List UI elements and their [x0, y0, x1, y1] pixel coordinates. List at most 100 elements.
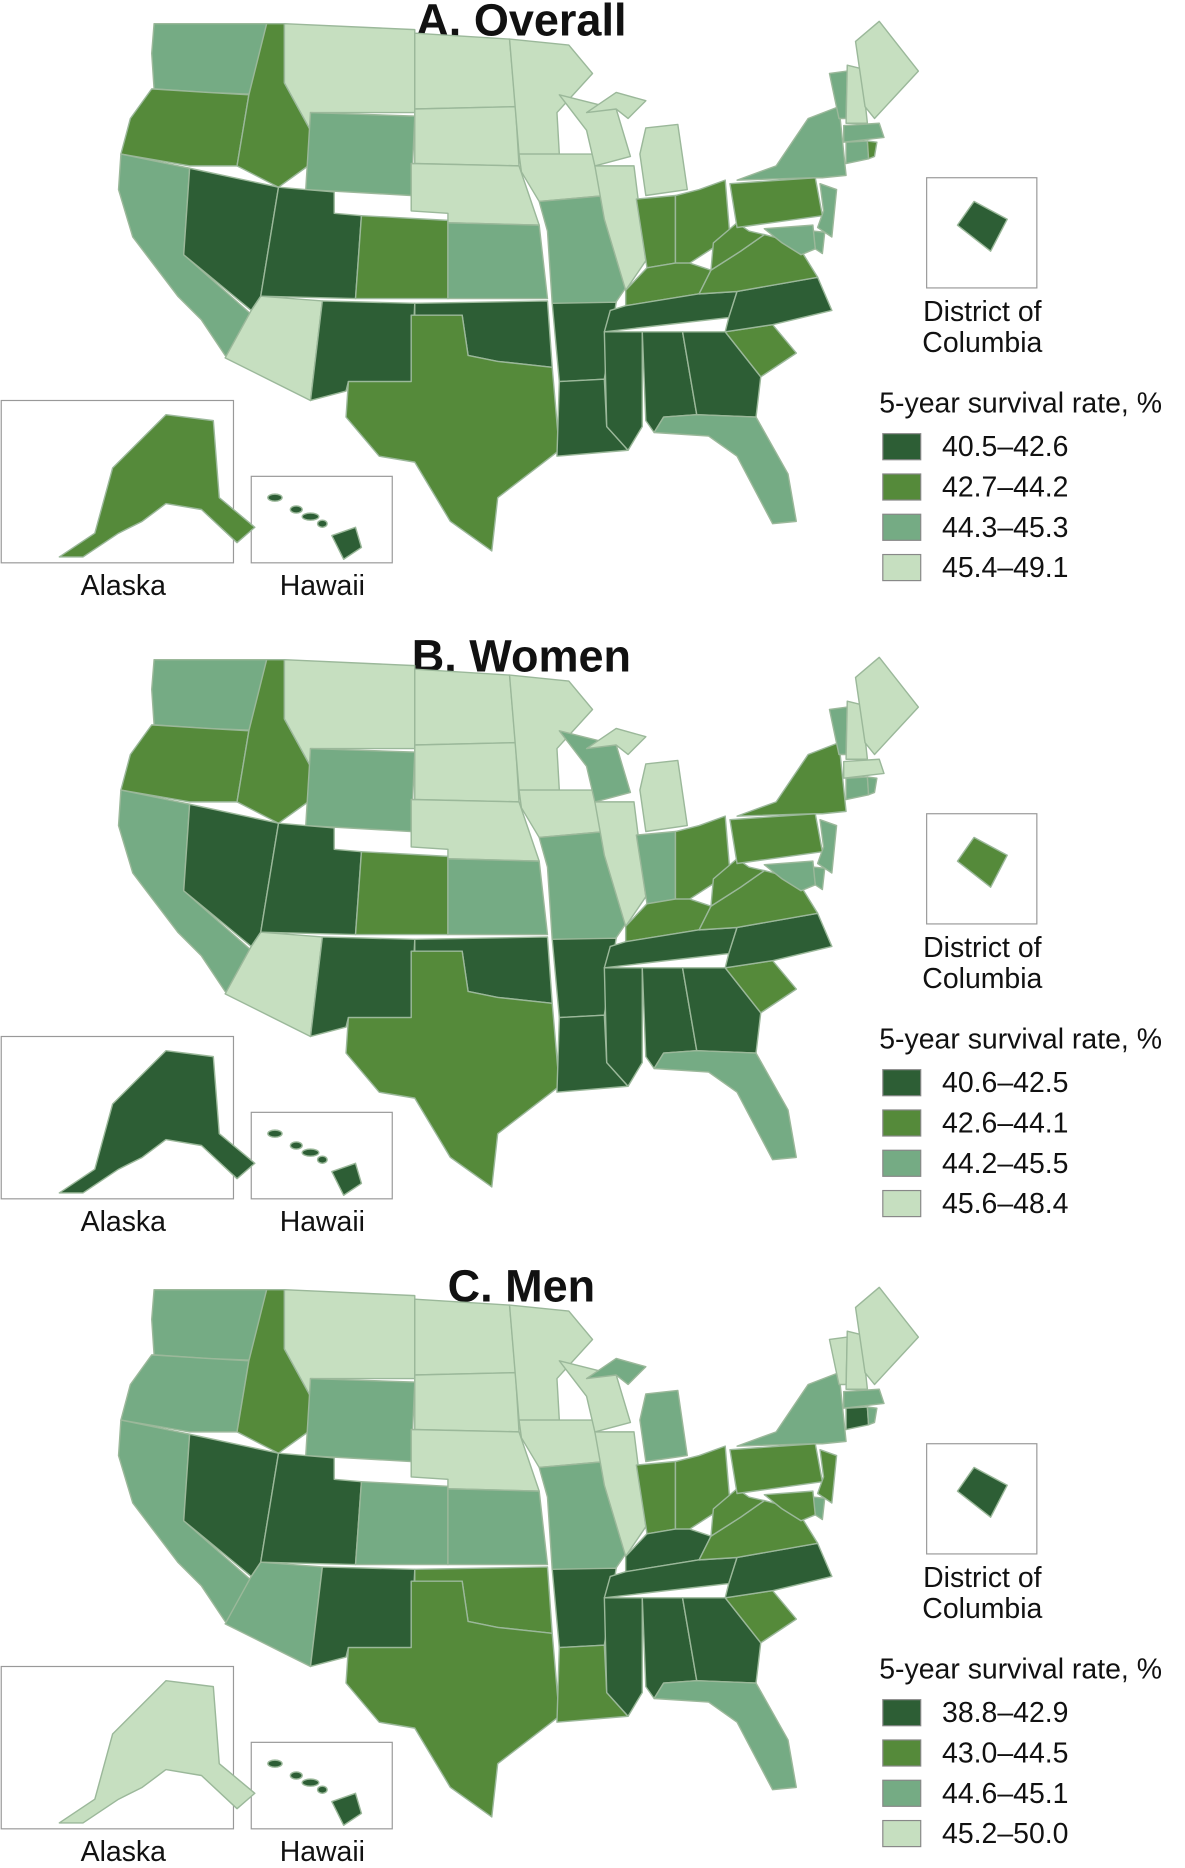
- state-mi: [639, 759, 689, 833]
- state-hi-island: [316, 1785, 328, 1794]
- legend-title: 5-year survival rate, %: [879, 1023, 1162, 1055]
- hawaii-label: Hawaii: [280, 1836, 365, 1868]
- state-me: [854, 20, 920, 120]
- legend-swatch: [882, 1779, 922, 1807]
- dc-label: District of: [923, 296, 1042, 328]
- legend-label: 40.5–42.6: [942, 431, 1068, 463]
- state-mn: [508, 38, 594, 155]
- state-or: [120, 724, 250, 803]
- state-wa: [151, 658, 268, 732]
- alaska-label: Alaska: [81, 570, 167, 602]
- state-ne: [410, 162, 540, 226]
- state-md: [763, 860, 816, 892]
- state-ri: [866, 776, 878, 796]
- state-miu: [585, 91, 647, 120]
- legend-swatch: [882, 433, 922, 461]
- alaska-label: Alaska: [81, 1206, 167, 1238]
- state-ma: [842, 1388, 885, 1409]
- state-sd: [414, 1371, 520, 1433]
- state-wy: [305, 747, 416, 833]
- state-miu: [585, 727, 647, 756]
- legend-swatch: [882, 473, 922, 501]
- legend-label: 44.2–45.5: [942, 1148, 1068, 1180]
- dc-label: Columbia: [922, 1593, 1042, 1625]
- state-mn: [508, 1304, 594, 1421]
- legend-label: 44.6–45.1: [942, 1778, 1068, 1810]
- state-ut: [260, 1452, 363, 1566]
- state-ny: [736, 1371, 847, 1447]
- dc-label: Columbia: [922, 327, 1042, 359]
- legend-label: 42.6–44.1: [942, 1107, 1068, 1139]
- state-mi: [639, 123, 689, 197]
- legend-label: 44.3–45.3: [942, 512, 1068, 544]
- state-ne: [410, 798, 540, 862]
- state-md: [763, 224, 816, 256]
- dc-label: District of: [923, 932, 1042, 964]
- legend-swatch: [882, 1149, 922, 1177]
- state-wa: [151, 22, 268, 96]
- state-tx: [345, 1580, 561, 1818]
- map-panel: B. Women Alaska Hawaii District of Columbia 5…: [0, 636, 1185, 1264]
- state-hi-island: [289, 1141, 303, 1150]
- state-ks: [447, 858, 549, 936]
- state-ks: [447, 222, 549, 300]
- legend-label: 43.0–44.5: [942, 1737, 1068, 1769]
- state-sd: [414, 741, 520, 803]
- state-hi-island: [289, 505, 303, 514]
- state-hi-island: [301, 512, 320, 521]
- state-wy: [305, 111, 416, 197]
- legend-label: 45.2–50.0: [942, 1818, 1068, 1850]
- hawaii-label: Hawaii: [280, 1206, 365, 1238]
- state-ct: [845, 140, 870, 165]
- state-ma: [842, 758, 885, 779]
- state-fl: [653, 414, 798, 525]
- state-ne: [410, 1428, 540, 1492]
- state-or: [120, 88, 250, 167]
- state-pa: [729, 1443, 824, 1495]
- state-ct: [845, 1406, 870, 1431]
- legend-title: 5-year survival rate, %: [879, 387, 1162, 419]
- state-ri: [866, 140, 878, 160]
- legend-swatch: [882, 1069, 922, 1097]
- state-ms: [603, 331, 643, 451]
- state-wv: [710, 858, 766, 907]
- state-mi: [639, 1389, 689, 1463]
- legend-title: 5-year survival rate, %: [879, 1653, 1162, 1685]
- legend-swatch: [882, 1189, 922, 1218]
- legend-swatch: [882, 1819, 922, 1848]
- state-hi-island: [289, 1771, 303, 1780]
- alaska-label: Alaska: [81, 1836, 167, 1868]
- legend-label: 45.6–48.4: [942, 1188, 1068, 1220]
- dc-label: District of: [923, 1562, 1042, 1594]
- map-panel: C. Men Alaska Hawaii District of Columbia 5-y…: [0, 1266, 1185, 1868]
- state-tx: [345, 950, 561, 1188]
- legend-swatch: [882, 1109, 922, 1137]
- state-sd: [414, 105, 520, 167]
- state-az: [224, 295, 324, 402]
- state-nd: [414, 668, 517, 746]
- map-panel: A. Overall Alaska Hawaii District of Columbi…: [0, 0, 1185, 628]
- state-or: [120, 1354, 250, 1433]
- state-nd: [414, 32, 517, 110]
- state-hi-island: [301, 1778, 320, 1787]
- state-co: [354, 850, 449, 936]
- hawaii-label: Hawaii: [280, 570, 365, 602]
- state-miu: [585, 1357, 647, 1386]
- state-wa: [151, 1288, 268, 1362]
- state-ks: [447, 1488, 549, 1566]
- state-ct: [845, 776, 870, 801]
- state-ut: [260, 822, 363, 936]
- state-pa: [729, 813, 824, 865]
- state-pa: [729, 177, 824, 229]
- legend-label: 45.4–49.1: [942, 552, 1068, 584]
- state-hi: [331, 1792, 363, 1826]
- legend-label: 40.6–42.5: [942, 1067, 1068, 1099]
- state-az: [224, 1561, 324, 1668]
- state-ut: [260, 186, 363, 300]
- state-co: [354, 1480, 449, 1566]
- state-mn: [508, 674, 594, 791]
- state-me: [854, 656, 920, 756]
